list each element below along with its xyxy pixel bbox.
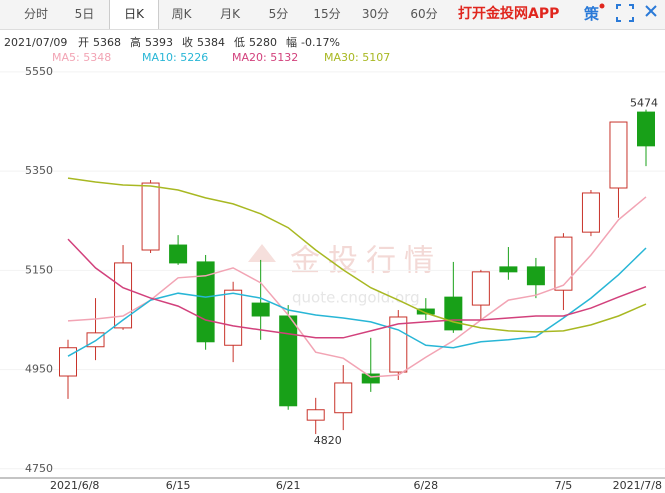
tab[interactable]: 30分	[361, 7, 390, 21]
tab[interactable]: 周K	[171, 7, 192, 21]
candle-body	[416, 308, 435, 315]
candle-body	[306, 409, 325, 421]
strategy-button[interactable]: 策	[584, 5, 600, 23]
y-tick-label: 5350	[25, 164, 53, 177]
ma-line	[67, 196, 647, 378]
high-label: 5474	[630, 97, 658, 110]
candle-body	[196, 261, 215, 343]
x-tick-label: 7/5	[555, 479, 573, 492]
candle-body	[637, 111, 655, 147]
info-label: 开	[78, 36, 89, 49]
candle-body	[471, 271, 490, 306]
tab[interactable]: 5分	[268, 7, 289, 21]
candle-body	[609, 121, 628, 189]
x-tick-label: 2021/6/8	[50, 479, 99, 492]
y-tick-label: 4750	[25, 462, 53, 475]
info-label: 低	[234, 36, 245, 49]
menu-icon[interactable]	[645, 5, 657, 17]
watermark-url: quote.cngold.org	[292, 289, 420, 307]
legend-entry: MA5: 5348	[52, 51, 111, 64]
info-value: 5280	[249, 36, 277, 49]
y-tick-label: 5550	[25, 65, 53, 78]
tab-bar: 分时 5日 日K 周K 月K 5分 15分 30分 60分	[0, 0, 665, 30]
candle-body	[526, 266, 545, 286]
watermark: 金投行情	[290, 244, 442, 279]
info-label: 幅	[286, 36, 297, 49]
candle-body	[279, 315, 298, 407]
notify-dot	[599, 3, 605, 9]
watermark-logo	[248, 244, 276, 262]
info-value: 5393	[145, 36, 173, 49]
candle-body	[251, 302, 270, 317]
y-tick-label: 4950	[25, 363, 53, 376]
tab[interactable]: 月K	[220, 7, 240, 21]
info-label: 高	[130, 35, 141, 49]
x-tick-label: 6/28	[413, 479, 438, 492]
tab[interactable]: 15分	[313, 7, 341, 21]
tab[interactable]: 日K	[109, 0, 159, 29]
info-value: 5384	[197, 36, 225, 49]
candle-body	[499, 266, 518, 273]
low-label: 4820	[314, 434, 342, 447]
candle-body	[554, 236, 573, 291]
info-value: -0.17%	[301, 36, 340, 49]
tab[interactable]: 5日	[74, 7, 95, 21]
candle-body	[224, 289, 243, 346]
app-link[interactable]: 打开金投网APP	[458, 6, 560, 22]
tab[interactable]: 60分	[410, 7, 438, 21]
candle-body	[581, 192, 600, 233]
candle-body	[389, 316, 408, 373]
info-date: 2021/07/09	[4, 36, 67, 49]
candle-body	[334, 382, 353, 414]
ma-line	[67, 247, 647, 357]
candle-body	[59, 347, 77, 377]
candle-body	[141, 182, 160, 251]
x-tick-label: 6/21	[276, 479, 301, 492]
info-value: 5368	[93, 36, 121, 49]
ma-line	[67, 238, 647, 339]
y-tick-label: 5150	[25, 263, 53, 276]
legend-entry: MA20: 5132	[232, 51, 298, 64]
x-tick-label: 6/15	[166, 479, 191, 492]
info-label: 收	[182, 35, 193, 49]
fullscreen-icon[interactable]	[616, 4, 634, 22]
ma-line	[67, 177, 647, 333]
x-tick-label: 2021/7/8	[613, 479, 662, 492]
tab[interactable]: 分时	[23, 7, 48, 21]
candle-body	[169, 244, 188, 264]
candle-body	[444, 296, 463, 331]
candle-body	[361, 373, 380, 384]
legend-entry: MA10: 5226	[142, 51, 208, 64]
candle-body	[114, 262, 133, 329]
legend-entry: MA30: 5107	[324, 51, 390, 64]
